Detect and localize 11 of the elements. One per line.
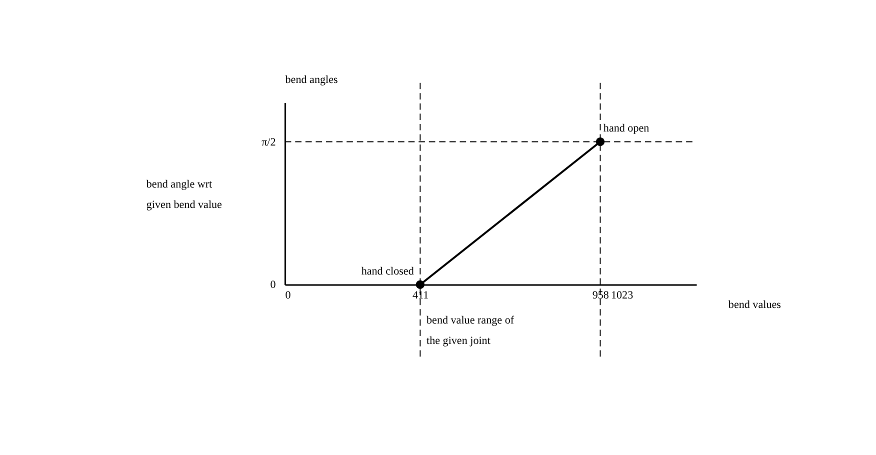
annotation: hand closed xyxy=(361,265,414,278)
text: bend angle wrt given bend value xyxy=(146,178,222,212)
x-tick-label: 1023 xyxy=(610,289,634,302)
x-tick-label: 958 xyxy=(592,289,610,302)
x-axis-title: bend values xyxy=(728,298,781,311)
x-tick-label: 0 xyxy=(285,289,292,302)
x-tick-label: 411 xyxy=(412,289,429,302)
text: bend value range of the given joint xyxy=(426,314,514,347)
annotation: hand open xyxy=(603,122,650,134)
y-tick-label: π/2 xyxy=(262,136,276,148)
y-axis-title: bend angles xyxy=(285,74,338,86)
